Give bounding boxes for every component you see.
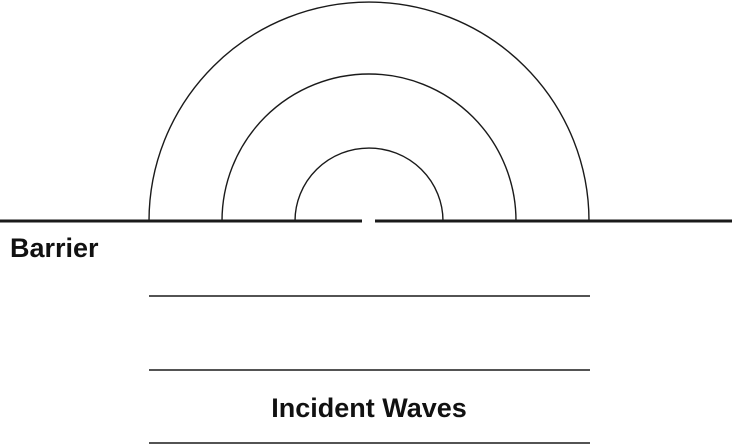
barrier-label: Barrier	[10, 233, 99, 263]
diffracted-wavefront-outer	[148, 1, 590, 222]
diffracted-wavefront-inner	[294, 147, 444, 222]
incident-waves-label: Incident Waves	[271, 393, 467, 423]
diffracted-waves	[148, 1, 590, 222]
incident-waves	[149, 295, 590, 444]
diffracted-wavefront-middle	[221, 73, 517, 222]
